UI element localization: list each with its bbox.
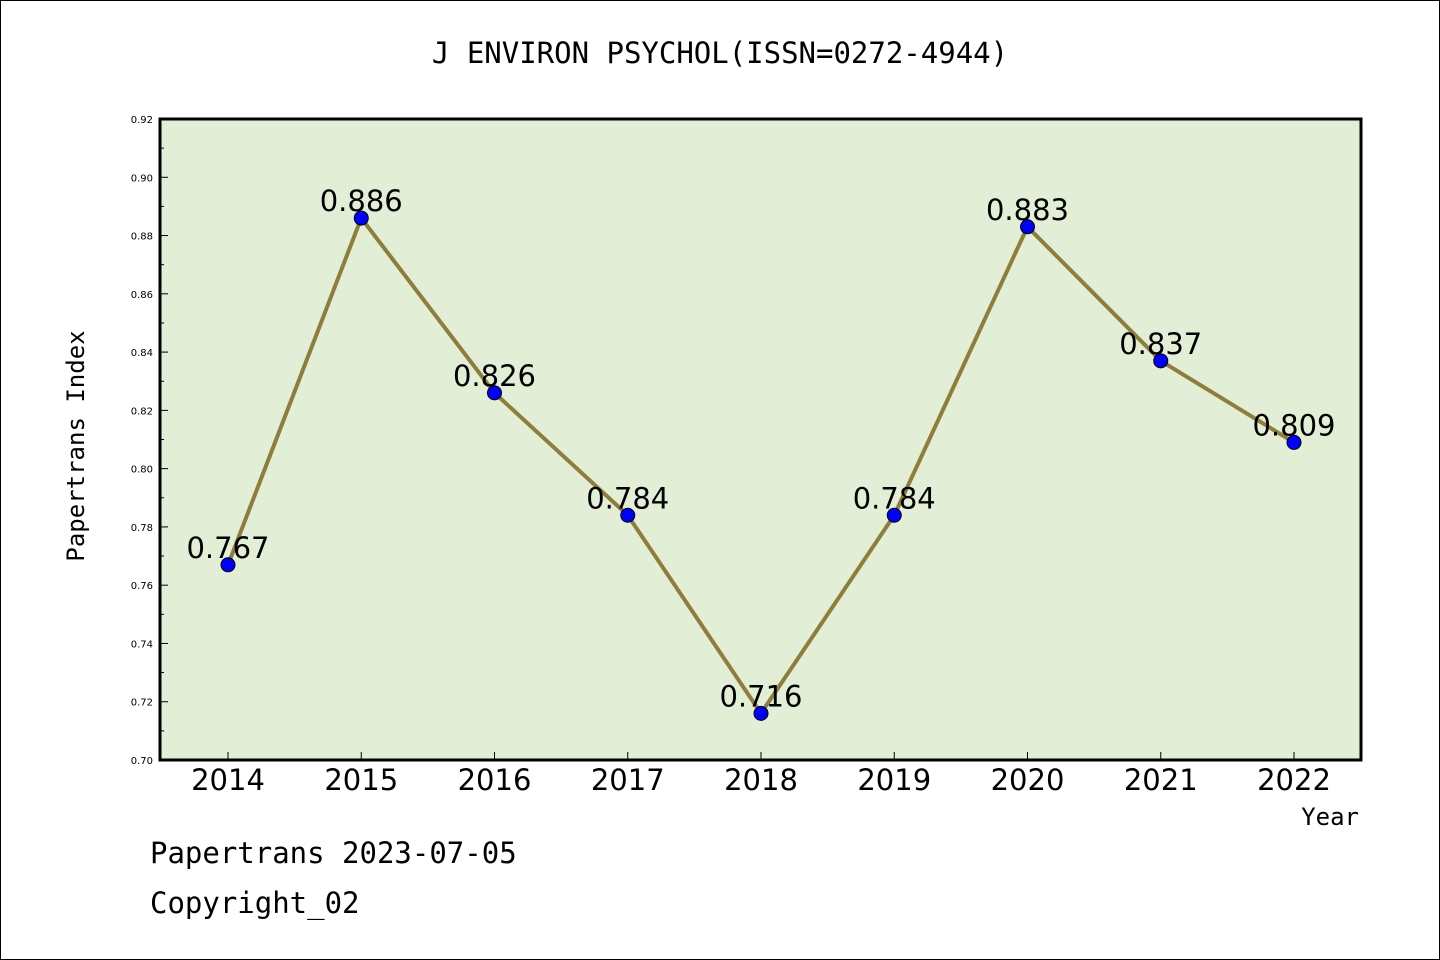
y-tick-label: 0.76 bbox=[131, 581, 153, 592]
data-label: 0.784 bbox=[586, 481, 669, 515]
data-point bbox=[1020, 219, 1035, 235]
x-tick-label: 2019 bbox=[857, 763, 931, 797]
y-tick-label: 0.70 bbox=[131, 756, 153, 767]
y-tick-label: 0.72 bbox=[131, 698, 153, 709]
y-axis-label: Papertrans Index bbox=[62, 330, 90, 561]
data-label: 0.784 bbox=[853, 481, 936, 515]
data-label: 0.716 bbox=[719, 679, 802, 713]
x-tick-label: 2015 bbox=[324, 763, 398, 797]
data-label: 0.826 bbox=[453, 359, 536, 393]
x-tick-label: 2018 bbox=[724, 763, 798, 797]
chart-title: J ENVIRON PSYCHOL(ISSN=0272-4944) bbox=[431, 36, 1009, 70]
x-tick-label: 2016 bbox=[458, 763, 532, 797]
y-tick-label: 0.90 bbox=[131, 173, 153, 184]
x-tick-label: 2017 bbox=[591, 763, 665, 797]
data-label: 0.809 bbox=[1252, 408, 1335, 442]
data-label: 0.886 bbox=[320, 184, 403, 218]
y-tick-label: 0.92 bbox=[131, 115, 153, 126]
y-tick-label: 0.74 bbox=[131, 639, 153, 650]
plot-area bbox=[158, 117, 1363, 762]
y-tick-label: 0.86 bbox=[131, 290, 153, 301]
footer-copyright: Copyright_02 bbox=[150, 886, 360, 920]
data-point bbox=[886, 507, 902, 523]
data-point bbox=[620, 507, 636, 523]
data-point bbox=[220, 557, 236, 573]
y-tick-label: 0.78 bbox=[131, 523, 153, 534]
y-tick-label: 0.82 bbox=[131, 406, 153, 417]
data-point bbox=[487, 385, 502, 401]
data-label: 0.883 bbox=[986, 193, 1069, 227]
x-tick-label: 2021 bbox=[1124, 763, 1198, 797]
data-point bbox=[1286, 434, 1302, 450]
y-tick-label: 0.84 bbox=[131, 348, 153, 359]
y-tick-label: 0.80 bbox=[131, 465, 153, 476]
x-tick-label: 2020 bbox=[991, 763, 1065, 797]
footer-date: Papertrans 2023-07-05 bbox=[150, 836, 517, 870]
x-tick-label: 2022 bbox=[1257, 763, 1331, 797]
data-point bbox=[353, 210, 369, 226]
x-tick-label: 2014 bbox=[191, 763, 265, 797]
data-point bbox=[753, 705, 769, 721]
data-label: 0.767 bbox=[186, 531, 269, 565]
y-tick-label: 0.88 bbox=[131, 232, 153, 243]
data-label: 0.837 bbox=[1119, 327, 1202, 361]
x-axis-label: Year bbox=[1301, 803, 1359, 831]
data-point bbox=[1153, 353, 1169, 369]
